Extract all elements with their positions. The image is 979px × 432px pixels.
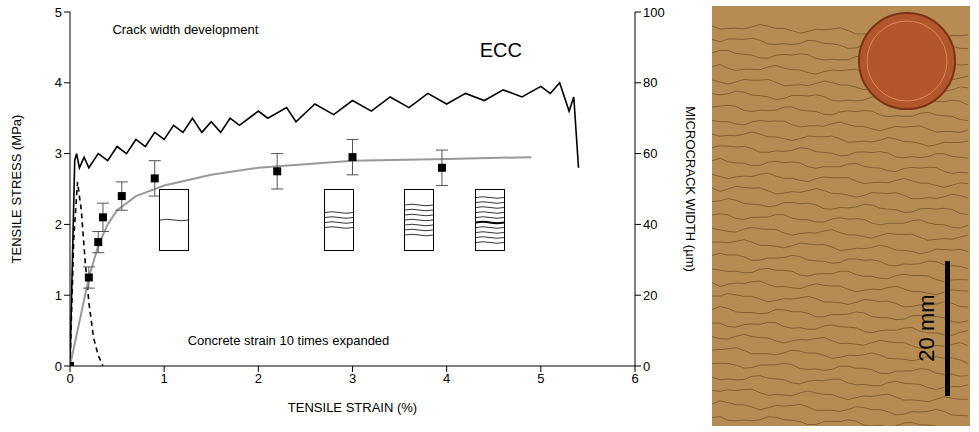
svg-text:0: 0 (55, 359, 62, 374)
svg-text:20 mm: 20 mm (914, 294, 939, 361)
svg-text:TENSILE STRAIN (%): TENSILE STRAIN (%) (288, 400, 417, 415)
svg-text:80: 80 (643, 75, 657, 90)
svg-text:1: 1 (161, 371, 168, 386)
svg-text:20: 20 (643, 288, 657, 303)
svg-text:60: 60 (643, 146, 657, 161)
svg-text:5: 5 (55, 5, 62, 20)
svg-text:6: 6 (631, 371, 638, 386)
html-text:Concrete strain 10 times expan: Concrete strain 10 times expanded (187, 333, 390, 349)
svg-text:2: 2 (255, 371, 262, 386)
svg-text:2: 2 (55, 217, 62, 232)
svg-text:1: 1 (55, 288, 62, 303)
svg-text:5: 5 (537, 371, 544, 386)
svg-text:3: 3 (55, 146, 62, 161)
svg-text:40: 40 (643, 217, 657, 232)
html-text:ECC: ECC (479, 38, 522, 61)
svg-text:3: 3 (349, 371, 356, 386)
svg-text:4: 4 (443, 371, 450, 386)
svg-text:4: 4 (55, 75, 62, 90)
html-text:Crack width development: Crack width development (112, 21, 259, 37)
svg-text:0: 0 (66, 371, 73, 386)
svg-text:0: 0 (643, 359, 650, 374)
svg-text:100: 100 (643, 5, 665, 20)
svg-text:MICROCRACK WIDTH (µm): MICROCRACK WIDTH (µm) (683, 106, 698, 272)
svg-text:TENSILE STRESS (MPa): TENSILE STRESS (MPa) (9, 115, 24, 264)
